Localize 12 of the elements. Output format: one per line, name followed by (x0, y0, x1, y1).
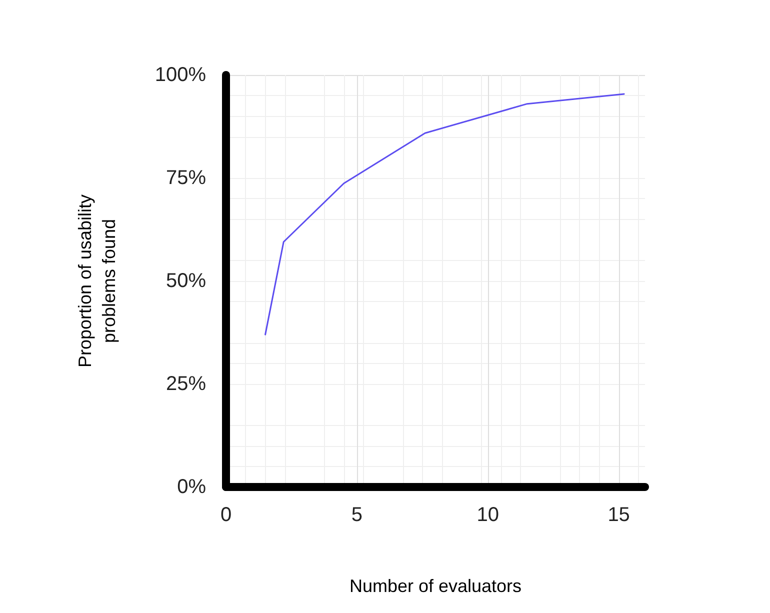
line-series (264, 93, 625, 336)
y-tick-label: 0% (177, 476, 206, 498)
y-tick-label: 75% (166, 167, 206, 189)
x-axis-title: Number of evaluators (349, 576, 522, 596)
x-tick-label: 0 (220, 504, 232, 526)
y-tick-label: 25% (166, 373, 206, 395)
y-axis-title: Proportion of usability problems found (75, 194, 119, 368)
y-tick-label: 50% (166, 270, 206, 292)
y-tick-label: 100% (154, 64, 206, 86)
x-tick-label: 10 (476, 504, 499, 526)
x-tick-label: 5 (351, 504, 362, 526)
x-tick-label: 15 (608, 504, 630, 526)
